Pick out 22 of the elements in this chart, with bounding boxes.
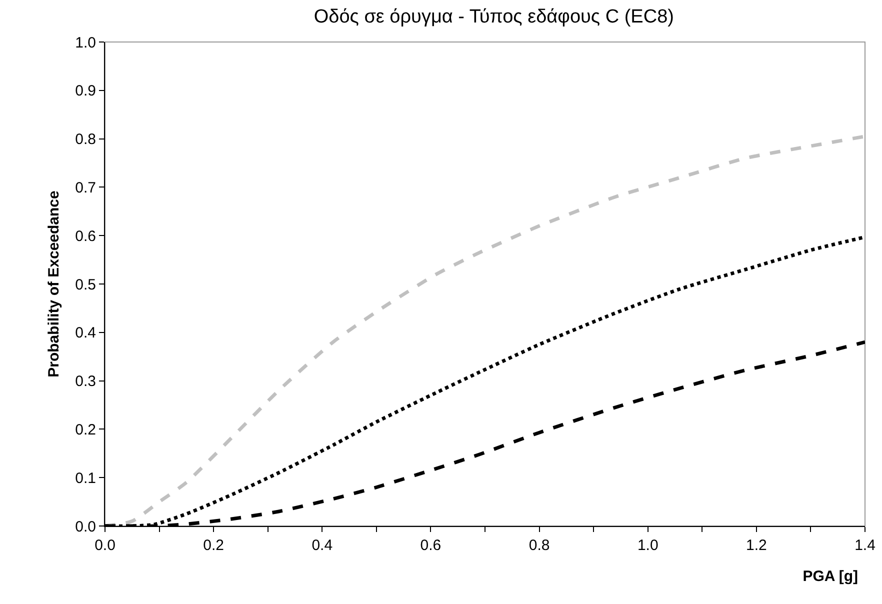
y-tick-label: 0.9 <box>75 82 96 100</box>
y-tick-label: 0.4 <box>75 324 96 342</box>
y-axis-title: Probability of Exceedance <box>45 190 62 378</box>
x-tick-label: 0.2 <box>203 537 224 554</box>
y-tick-label: 0.1 <box>75 470 96 487</box>
x-tick-label: 0.4 <box>312 537 333 554</box>
y-tick-label: 0.0 <box>75 518 96 536</box>
x-tick-label: 0.0 <box>94 537 116 554</box>
y-tick-label: 0.2 <box>75 421 96 438</box>
x-tick-label: 1.0 <box>637 537 658 554</box>
y-tick-label: 0.7 <box>75 179 96 196</box>
y-tick-label: 1.0 <box>75 34 96 52</box>
y-tick-label: 0.8 <box>75 131 96 148</box>
x-tick-label: 0.6 <box>420 537 442 554</box>
chart-title: Οδός σε όρυγμα - Τύπος εδάφους C (EC8) <box>314 6 674 28</box>
y-tick-label: 0.5 <box>75 276 96 294</box>
x-tick-label: 1.4 <box>854 537 876 554</box>
x-tick-label: 1.2 <box>746 537 767 554</box>
y-tick-label: 0.6 <box>75 228 96 245</box>
x-tick-label: 0.8 <box>528 537 550 554</box>
y-tick-label: 0.3 <box>75 373 96 390</box>
x-axis-title: PGA [g] <box>802 568 858 585</box>
